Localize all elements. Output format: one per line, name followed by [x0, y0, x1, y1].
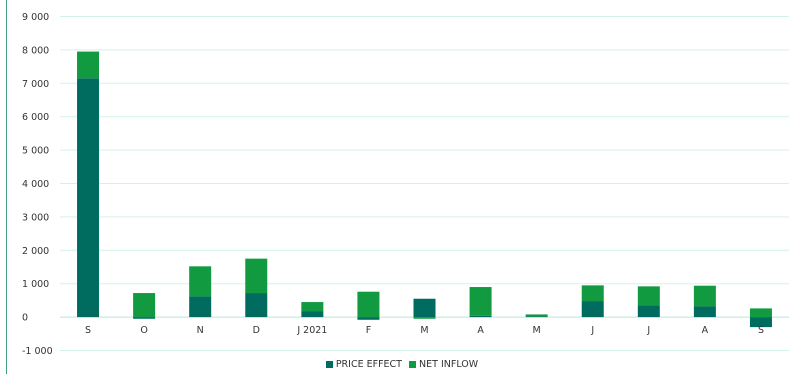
x-tick-label: S — [85, 325, 91, 336]
bar-price-effect — [413, 298, 436, 318]
bar-price-effect — [189, 296, 212, 318]
x-tick-label: M — [420, 325, 428, 336]
bar-price-effect — [749, 317, 772, 328]
bar-net-inflow — [637, 286, 660, 306]
y-tick-label: 4 000 — [22, 179, 49, 190]
bar-price-effect — [525, 316, 548, 318]
x-tick-label: D — [253, 325, 260, 336]
y-tick-label: 1 000 — [22, 279, 49, 290]
y-tick-label: 8 000 — [22, 45, 49, 56]
left-border-line — [6, 0, 7, 374]
bar-net-inflow — [189, 266, 212, 297]
bar-price-effect — [637, 305, 660, 318]
legend-item-price-effect: PRICE EFFECT — [325, 359, 402, 370]
x-tick-label: A — [477, 325, 484, 336]
bar-price-effect — [301, 311, 324, 318]
bar-net-inflow — [413, 317, 436, 319]
x-tick-label: A — [702, 325, 709, 336]
bar-price-effect — [581, 301, 604, 318]
bar-net-inflow — [301, 302, 324, 312]
legend-label-net-inflow: NET INFLOW — [419, 359, 479, 370]
legend-swatch-price-effect — [325, 361, 333, 368]
x-tick-label: J — [590, 325, 594, 336]
legend-label-price-effect: PRICE EFFECT — [335, 359, 402, 370]
bar-price-effect — [469, 315, 492, 318]
bar-net-inflow — [469, 287, 492, 316]
x-tick-label: M — [533, 325, 541, 336]
x-tick-label: J — [646, 325, 650, 336]
x-tick-label: N — [197, 325, 204, 336]
y-tick-label: 5 000 — [22, 146, 49, 157]
bar-net-inflow — [77, 51, 100, 79]
y-tick-label: 0 — [22, 313, 28, 324]
y-tick-label: -1 000 — [22, 346, 53, 357]
x-tick-label: F — [366, 325, 371, 336]
bar-net-inflow — [581, 285, 604, 302]
y-tick-label: 3 000 — [22, 212, 49, 223]
bar-net-inflow — [749, 308, 772, 318]
y-tick-label: 7 000 — [22, 79, 49, 90]
legend-swatch-net-inflow — [409, 361, 417, 368]
bar-price-effect — [245, 293, 268, 318]
x-tick-label: O — [140, 325, 147, 336]
legend: PRICE EFFECT NET INFLOW — [0, 359, 804, 371]
bar-price-effect — [133, 317, 156, 319]
y-tick-label: 2 000 — [22, 246, 49, 257]
x-tick-label: J 2021 — [296, 325, 327, 336]
bar-net-inflow — [245, 258, 268, 294]
x-tick-label: S — [758, 325, 764, 336]
y-tick-label: 6 000 — [22, 112, 49, 123]
bar-price-effect — [357, 317, 380, 320]
bar-net-inflow — [357, 291, 380, 318]
bar-net-inflow — [693, 285, 716, 307]
y-tick-label: 9 000 — [22, 12, 49, 23]
bar-price-effect — [693, 306, 716, 318]
bar-price-effect — [77, 78, 100, 318]
bar-net-inflow — [525, 314, 548, 317]
legend-item-net-inflow: NET INFLOW — [409, 359, 478, 370]
bar-net-inflow — [133, 293, 156, 318]
